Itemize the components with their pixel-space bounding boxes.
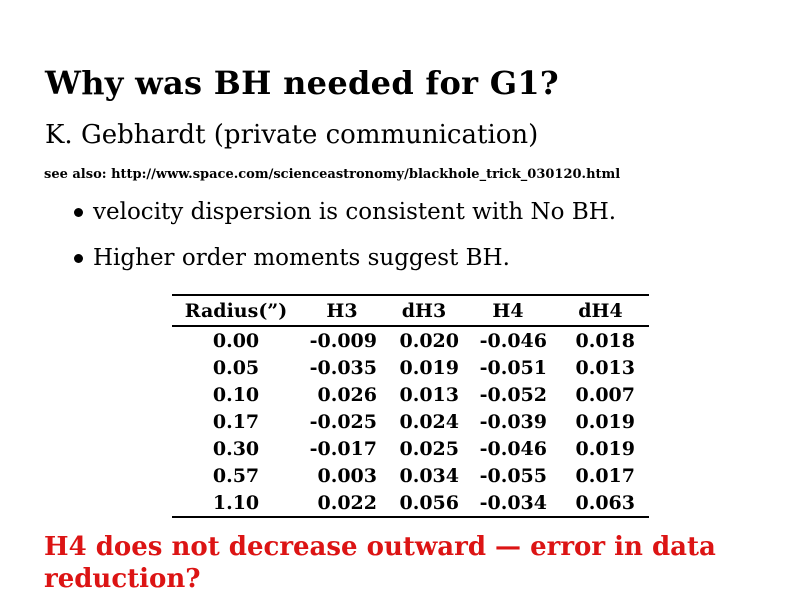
table-cell: -0.017 [309, 437, 377, 460]
table-cell: 0.019 [575, 410, 636, 433]
table-cell: 0.063 [575, 491, 636, 514]
footer-note-line2: reduction? [44, 564, 201, 594]
column-header: H3 [326, 299, 358, 322]
table-row: 0.17 -0.025 0.024 -0.039 0.019 [172, 408, 649, 435]
table-cell: 0.019 [575, 437, 636, 460]
slide-subtitle: K. Gebhardt (private communication) [45, 120, 539, 150]
column-header: H4 [492, 299, 524, 322]
table-cell: 0.026 [317, 383, 378, 406]
bullet-icon [74, 208, 83, 217]
table-cell: 0.013 [399, 383, 460, 406]
table-cell: 0.019 [399, 356, 460, 379]
bullet-item: Higher order moments suggest BH. [74, 245, 616, 271]
table-row: 0.57 0.003 0.034 -0.055 0.017 [172, 462, 649, 489]
table-row: 1.10 0.022 0.056 -0.034 0.063 [172, 489, 649, 517]
table-cell: 0.025 [399, 437, 460, 460]
table-row: 0.00 -0.009 0.020 -0.046 0.018 [172, 326, 649, 354]
table-cell: 0.30 [212, 437, 260, 460]
footer-note-line1: H4 does not decrease outward — error in … [44, 532, 716, 562]
table-row: 0.30 -0.017 0.025 -0.046 0.019 [172, 435, 649, 462]
slide-title: Why was BH needed for G1? [45, 64, 559, 102]
table-cell: 0.007 [575, 383, 636, 406]
bullet-item: velocity dispersion is consistent with N… [74, 199, 616, 225]
table-cell: 0.020 [399, 329, 460, 352]
table-cell: -0.039 [479, 410, 547, 433]
table-cell: 0.034 [399, 464, 460, 487]
table-cell: -0.052 [479, 383, 547, 406]
table-cell: 0.00 [212, 329, 260, 352]
column-header: Radius(”) [184, 299, 288, 322]
table-header-row: Radius(”) H3 dH3 H4 dH4 [172, 295, 649, 326]
table-cell: 0.013 [575, 356, 636, 379]
table-cell: -0.009 [309, 329, 377, 352]
moments-table-head: Radius(”) H3 dH3 H4 dH4 [172, 295, 649, 326]
table-cell: 0.022 [317, 491, 378, 514]
bullet-text: velocity dispersion is consistent with N… [93, 199, 617, 225]
table-cell: -0.035 [309, 356, 377, 379]
table-row: 0.05 -0.035 0.019 -0.051 0.013 [172, 354, 649, 381]
table-cell: -0.046 [479, 329, 547, 352]
table-cell: -0.025 [309, 410, 377, 433]
footer-note: H4 does not decrease outward — error in … [44, 531, 716, 595]
bullet-text: Higher order moments suggest BH. [93, 245, 510, 271]
table-cell: -0.046 [479, 437, 547, 460]
moments-table: Radius(”) H3 dH3 H4 dH4 0.00 -0.009 0.020 -0.04… [172, 294, 649, 518]
table-body: 0.00 -0.009 0.020 -0.046 0.018 0.05 -0.035 0.01… [172, 326, 649, 517]
bullet-icon [74, 254, 83, 263]
table-cell: -0.034 [479, 491, 547, 514]
table-cell: 0.17 [212, 410, 260, 433]
column-header: dH4 [578, 299, 623, 322]
table-cell: 0.018 [575, 329, 636, 352]
table-cell: 0.017 [575, 464, 636, 487]
column-header: dH3 [401, 299, 447, 322]
table-cell: -0.055 [479, 464, 547, 487]
see-also-url: see also: http://www.space.com/scienceas… [44, 167, 621, 182]
table-cell: 0.57 [212, 464, 260, 487]
table-cell: 0.10 [212, 383, 260, 406]
table-cell: -0.051 [479, 356, 547, 379]
table-row: 0.10 0.026 0.013 -0.052 0.007 [172, 381, 649, 408]
table-cell: 1.10 [212, 491, 260, 514]
bullet-list: velocity dispersion is consistent with N… [74, 199, 616, 291]
table-cell: 0.003 [317, 464, 378, 487]
table-cell: 0.024 [399, 410, 460, 433]
table-cell: 0.056 [399, 491, 460, 514]
table-cell: 0.05 [212, 356, 260, 379]
